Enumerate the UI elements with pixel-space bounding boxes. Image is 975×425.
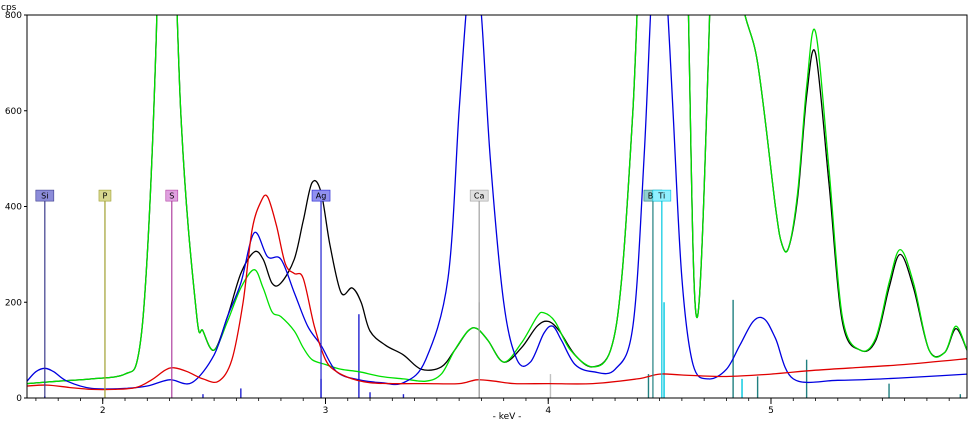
marker-label-ca: Ca — [469, 189, 489, 202]
marker-label-box — [35, 189, 55, 202]
element-markers: SiPSAgCaBaTi — [35, 189, 672, 398]
y-unit-label: cps — [1, 3, 17, 13]
y-tick-label: 400 — [5, 203, 22, 213]
marker-label-text: Si — [41, 192, 48, 201]
marker-label-box — [469, 189, 489, 202]
marker-label-text: Ti — [657, 192, 665, 201]
line-sticks — [44, 299, 962, 398]
y-tick-label: 600 — [5, 107, 22, 117]
marker-label-text: Ag — [316, 192, 327, 201]
marker-label-si: Si — [35, 189, 55, 202]
plot-frame — [26, 14, 968, 399]
series-line-2 — [27, 15, 967, 385]
marker-label-box — [652, 189, 672, 202]
x-tick-label: 5 — [768, 406, 774, 416]
marker-label-box — [165, 189, 179, 202]
marker-label-box — [98, 189, 112, 202]
marker-label-ag: Ag — [311, 189, 331, 202]
marker-label-ti: Ti — [652, 189, 672, 202]
marker-label-text: Ca — [474, 192, 485, 201]
x-tick-label: 4 — [545, 406, 551, 416]
y-tick-label: 200 — [5, 298, 22, 308]
x-unit-label: - keV - — [493, 412, 522, 422]
axes: 0 200 400 600 800 2 3 4 5 — [5, 11, 968, 416]
marker-label-p: P — [98, 189, 112, 202]
marker-label-text: S — [169, 192, 174, 201]
marker-label-text: P — [103, 192, 108, 201]
x-tick-label: 2 — [100, 406, 106, 416]
y-tick-label: 0 — [16, 394, 22, 404]
series-line-4 — [27, 194, 967, 391]
y-tick-label: 800 — [5, 11, 22, 21]
spectrum-series — [27, 15, 967, 391]
marker-label-box — [311, 189, 331, 202]
x-tick-label: 3 — [323, 406, 329, 416]
series-line-3 — [27, 15, 967, 390]
marker-label-s: S — [165, 189, 179, 202]
